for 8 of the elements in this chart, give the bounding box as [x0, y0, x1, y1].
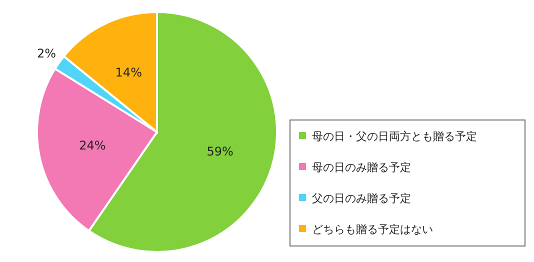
- legend-label: 母の日のみ贈る予定: [312, 161, 411, 174]
- legend-label: どちらも贈る予定はない: [312, 223, 433, 236]
- data-label: 59%: [206, 144, 234, 159]
- legend-label: 父の日のみ贈る予定: [312, 192, 411, 205]
- data-label: 14%: [115, 65, 142, 80]
- legend-label: 母の日・父の日両方とも贈る予定: [312, 130, 477, 143]
- data-label: 2%: [37, 46, 56, 60]
- data-label: 24%: [79, 138, 106, 153]
